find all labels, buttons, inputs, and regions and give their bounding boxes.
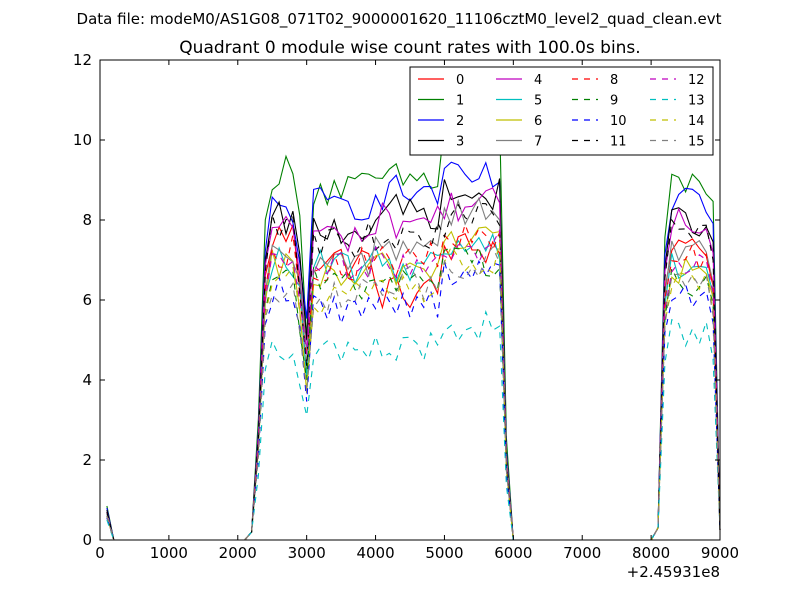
y-tick-label: 4: [82, 371, 92, 389]
y-tick-label: 10: [73, 131, 92, 149]
y-tick-label: 2: [82, 451, 92, 469]
series-line-14: [106, 242, 721, 541]
legend-label-8: 8: [610, 73, 618, 88]
y-tick-label: 0: [82, 531, 92, 549]
series-line-15: [106, 246, 721, 541]
legend-label-10: 10: [610, 114, 627, 129]
chart-title: Quadrant 0 module wise count rates with …: [179, 38, 640, 58]
x-tick-label: 7000: [563, 544, 601, 562]
series-line-5: [106, 232, 721, 541]
series-line-4: [106, 187, 721, 541]
x-tick-label: 3000: [288, 544, 326, 562]
x-tick-label: 8000: [632, 544, 670, 562]
x-tick-label: 1000: [150, 544, 188, 562]
legend-label-11: 11: [610, 135, 627, 150]
legend-label-9: 9: [610, 94, 618, 109]
x-axis: 0 1000 2000 3000 4000 5000 6000 7000 8000 9000: [95, 60, 739, 562]
plot-lines: [106, 117, 721, 541]
x-tick-label: 5000: [425, 544, 463, 562]
data-file-title: Data file: modeM0/AS1G08_071T02_90000016…: [77, 10, 722, 29]
y-tick-label: 12: [73, 51, 92, 69]
series-line-11: [106, 202, 721, 541]
legend-label-15: 15: [688, 135, 705, 150]
y-tick-label: 6: [82, 291, 92, 309]
series-line-7: [106, 196, 721, 541]
legend-label-4: 4: [534, 73, 542, 88]
series-line-3: [106, 178, 721, 541]
series-line-2: [106, 161, 721, 541]
series-line-13: [106, 310, 721, 541]
legend-label-14: 14: [688, 114, 705, 129]
legend-label-3: 3: [456, 135, 464, 150]
legend-label-12: 12: [688, 73, 705, 88]
x-tick-label: 6000: [494, 544, 532, 562]
legend-label-7: 7: [534, 135, 542, 150]
series-line-10: [106, 259, 721, 541]
legend-label-0: 0: [456, 73, 464, 88]
legend-label-1: 1: [456, 94, 464, 109]
legend-label-2: 2: [456, 114, 464, 129]
x-tick-label: 2000: [219, 544, 257, 562]
series-line-6: [106, 226, 721, 541]
x-tick-label: 0: [95, 544, 105, 562]
y-tick-label: 8: [82, 211, 92, 229]
x-offset-label: +2.45931e8: [627, 563, 720, 581]
x-tick-label: 9000: [701, 544, 739, 562]
series-line-9: [106, 245, 721, 541]
series-line-1: [106, 117, 721, 541]
legend-label-13: 13: [688, 94, 705, 109]
legend-label-6: 6: [534, 114, 542, 129]
legend-label-5: 5: [534, 94, 542, 109]
x-tick-label: 4000: [356, 544, 394, 562]
